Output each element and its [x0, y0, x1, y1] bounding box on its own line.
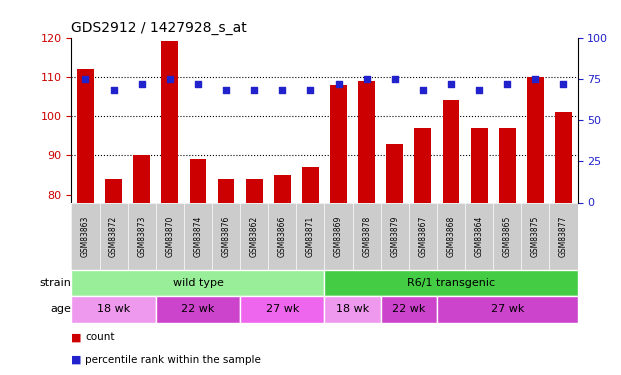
Point [530, 76, 540, 82]
Bar [358, 81, 375, 203]
Text: 27 wk: 27 wk [491, 304, 524, 314]
Text: ■: ■ [71, 333, 82, 342]
Bar [156, 296, 240, 322]
Point [278, 87, 288, 93]
Text: GSM83866: GSM83866 [278, 216, 287, 257]
Bar [240, 296, 325, 322]
Point [137, 81, 147, 87]
Bar [71, 296, 156, 322]
Text: 27 wk: 27 wk [266, 304, 299, 314]
Point [446, 81, 456, 87]
Point [418, 87, 428, 93]
Text: GSM83874: GSM83874 [194, 216, 202, 257]
Text: GSM83877: GSM83877 [559, 216, 568, 257]
Bar [105, 179, 122, 203]
Text: strain: strain [40, 278, 71, 288]
Point [109, 87, 119, 93]
Bar [134, 155, 150, 203]
Text: percentile rank within the sample: percentile rank within the sample [85, 355, 261, 365]
Text: count: count [85, 333, 115, 342]
Bar [217, 179, 235, 203]
Point [193, 81, 203, 87]
Point [502, 81, 512, 87]
Bar [527, 77, 544, 203]
Text: wild type: wild type [173, 278, 224, 288]
Point [306, 87, 315, 93]
Text: GSM83875: GSM83875 [531, 216, 540, 257]
Bar [437, 296, 578, 322]
Bar [414, 128, 432, 202]
Bar [330, 85, 347, 203]
Point [333, 81, 343, 87]
Bar [189, 159, 206, 202]
Text: GSM83869: GSM83869 [334, 216, 343, 257]
Text: GSM83867: GSM83867 [419, 216, 427, 257]
Text: ■: ■ [71, 355, 82, 365]
Text: GSM83862: GSM83862 [250, 216, 259, 257]
Text: age: age [50, 304, 71, 314]
Bar [71, 270, 325, 296]
Point [221, 87, 231, 93]
Point [165, 76, 175, 82]
Text: GSM83863: GSM83863 [81, 216, 90, 257]
Text: GSM83872: GSM83872 [109, 216, 118, 257]
Bar [161, 41, 178, 203]
Bar [386, 144, 403, 202]
Bar [471, 128, 487, 202]
Text: GSM83873: GSM83873 [137, 216, 146, 257]
Text: 18 wk: 18 wk [97, 304, 130, 314]
Text: GSM83871: GSM83871 [306, 216, 315, 257]
Point [474, 87, 484, 93]
Bar [499, 128, 515, 202]
Bar [555, 112, 572, 202]
Bar [325, 270, 578, 296]
Bar [274, 175, 291, 202]
Text: 22 wk: 22 wk [181, 304, 215, 314]
Text: R6/1 transgenic: R6/1 transgenic [407, 278, 495, 288]
Bar [246, 179, 263, 203]
Point [390, 76, 400, 82]
Text: GSM83864: GSM83864 [474, 216, 484, 257]
Text: GSM83879: GSM83879 [390, 216, 399, 257]
Text: GSM83865: GSM83865 [503, 216, 512, 257]
Text: GSM83870: GSM83870 [165, 216, 175, 257]
Bar [302, 167, 319, 202]
Bar [77, 69, 94, 203]
Text: GSM83868: GSM83868 [446, 216, 455, 257]
Bar [443, 100, 460, 202]
Text: GSM83876: GSM83876 [222, 216, 230, 257]
Text: 22 wk: 22 wk [392, 304, 425, 314]
Bar [325, 296, 381, 322]
Point [361, 76, 371, 82]
Point [81, 76, 91, 82]
Text: 18 wk: 18 wk [336, 304, 369, 314]
Point [249, 87, 259, 93]
Text: GSM83878: GSM83878 [362, 216, 371, 257]
Text: GDS2912 / 1427928_s_at: GDS2912 / 1427928_s_at [71, 21, 247, 35]
Bar [381, 296, 437, 322]
Point [558, 81, 568, 87]
